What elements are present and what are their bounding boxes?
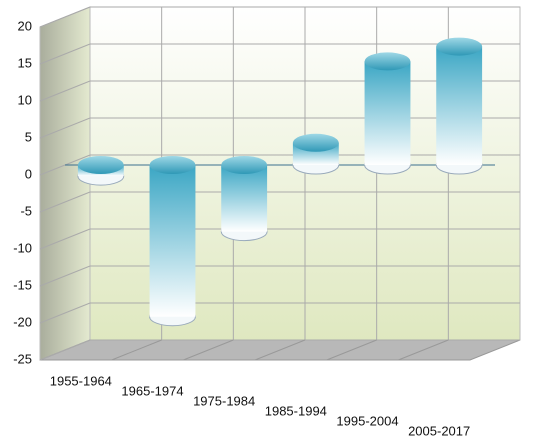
x-tick-label: 1985-1994	[265, 403, 327, 418]
grid-line	[39, 302, 91, 324]
floor-divider	[183, 339, 234, 361]
bar	[436, 46, 483, 165]
floor-divider	[398, 339, 449, 361]
cylinder-cap	[292, 133, 339, 152]
x-tick-label: 1965-1974	[121, 383, 183, 398]
y-tick-label: 10	[18, 92, 32, 107]
cylinder-cap	[436, 37, 483, 56]
side-wall	[39, 6, 91, 361]
cylinder-cap	[221, 156, 268, 174]
bar	[221, 165, 268, 232]
x-tick-label: 1955-1964	[50, 373, 112, 388]
x-tick-label: 1975-1984	[193, 393, 255, 408]
x-tick-label: 2005-2017	[408, 423, 470, 438]
grid-line	[39, 43, 91, 65]
y-tick-label: -25	[13, 351, 32, 366]
y-tick-label: -10	[13, 240, 32, 255]
grid-line	[39, 6, 91, 28]
grid-line	[39, 265, 91, 287]
cylinder-cap	[149, 156, 196, 174]
y-tick-label: -20	[13, 314, 32, 329]
y-tick-label: -5	[20, 203, 32, 218]
y-tick-label: 15	[18, 55, 32, 70]
grid-line	[39, 339, 91, 361]
floor-divider	[326, 339, 377, 361]
x-tick-label: 1995-2004	[336, 413, 398, 428]
bar	[364, 61, 411, 165]
floor-divider	[254, 339, 306, 361]
grid-line	[39, 117, 91, 139]
y-tick-label: 20	[18, 18, 32, 33]
grid-line	[39, 80, 91, 102]
cylinder-cap	[364, 52, 411, 71]
y-tick-label: 0	[25, 166, 32, 181]
floor-divider	[111, 339, 162, 361]
grid-line	[39, 191, 91, 213]
y-tick-label: 5	[25, 129, 32, 144]
bar	[149, 165, 196, 317]
y-tick-label: -15	[13, 277, 32, 292]
grid-line	[39, 228, 91, 250]
cylinder-cap	[77, 156, 124, 174]
